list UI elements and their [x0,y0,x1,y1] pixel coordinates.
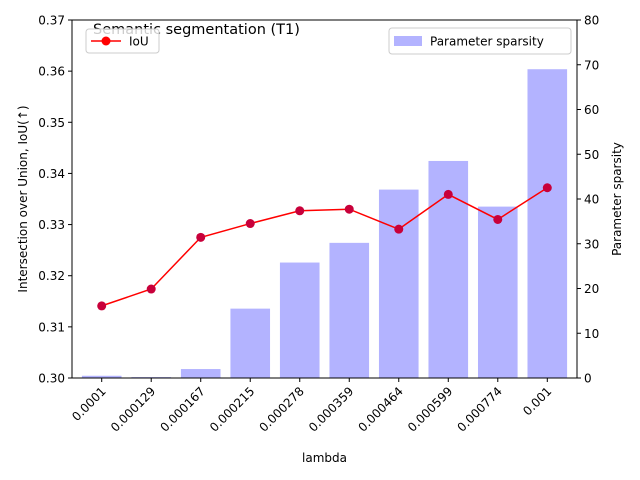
right-tick-label: 0 [584,372,592,386]
left-tick-label: 0.33 [38,218,65,232]
point-iou-5 [344,204,354,214]
x-tick-label: 0.000774 [455,384,505,434]
bar-sparsity-2 [180,369,221,378]
legend-box [388,27,572,55]
left-tick-label: 0.31 [38,320,65,334]
bar-sparsity-3 [230,308,271,378]
x-tick-label: 0.000129 [108,384,158,434]
x-tick-label: 0.000464 [355,384,405,434]
x-tick-label: 0.0001 [69,384,109,424]
legend-label-iou: IoU [129,35,149,49]
right-tick-label: 20 [584,282,599,296]
left-tick-label: 0.36 [38,65,65,79]
bar-sparsity-4 [279,262,320,378]
legend-box [85,28,160,54]
x-axis: 0.0001 0.000129 0.000167 0.000215 0.000278 0.… [69,378,554,435]
right-axis: 0 10 20 30 40 50 60 70 80 [577,14,599,386]
left-tick-label: 0.30 [38,372,65,386]
bar-sparsity-9 [527,69,568,378]
x-tick-label: 0.000359 [306,384,356,434]
left-axis: 0.30 0.31 0.32 0.33 0.34 0.35 0.36 0.37 [38,14,72,386]
line-series [97,183,552,311]
right-tick-label: 10 [584,327,599,341]
bar-sparsity-0 [81,375,122,378]
legend-bar-swatch [394,36,422,46]
point-iou-3 [245,219,255,229]
left-axis-label: Intersection over Union, IoU(↑) [16,105,30,292]
point-iou-0 [97,301,107,311]
x-axis-label: lambda [302,451,347,465]
left-tick-label: 0.35 [38,116,65,130]
left-tick-label: 0.34 [38,167,65,181]
point-iou-1 [146,284,156,294]
right-axis-label: Parameter sparsity [610,142,624,256]
point-iou-4 [295,206,305,216]
bar-sparsity-5 [329,242,370,378]
right-tick-label: 70 [584,58,599,72]
point-iou-2 [196,232,206,242]
x-tick-label: 0.000599 [405,384,455,434]
x-tick-label: 0.000215 [207,384,257,434]
point-iou-7 [443,189,453,199]
left-tick-label: 0.32 [38,269,65,283]
right-tick-label: 40 [584,193,599,207]
right-tick-label: 80 [584,14,599,28]
point-iou-8 [493,214,503,224]
bar-sparsity-8 [477,206,518,378]
right-tick-label: 50 [584,148,599,162]
legend-iou: IoU [85,28,160,54]
right-tick-label: 60 [584,103,599,117]
legend-marker-swatch [101,36,111,46]
left-tick-label: 0.37 [38,14,65,28]
x-tick-label: 0.000278 [256,384,306,434]
legend-label-sparsity: Parameter sparsity [430,35,544,49]
point-iou-6 [394,224,404,234]
line-iou [101,187,548,307]
point-iou-9 [542,183,552,193]
x-tick-label: 0.001 [520,384,554,418]
x-tick-label: 0.000167 [157,384,207,434]
right-tick-label: 30 [584,237,599,251]
bar-series [81,69,568,378]
legend-sparsity: Parameter sparsity [388,27,572,55]
bar-sparsity-6 [378,189,419,378]
